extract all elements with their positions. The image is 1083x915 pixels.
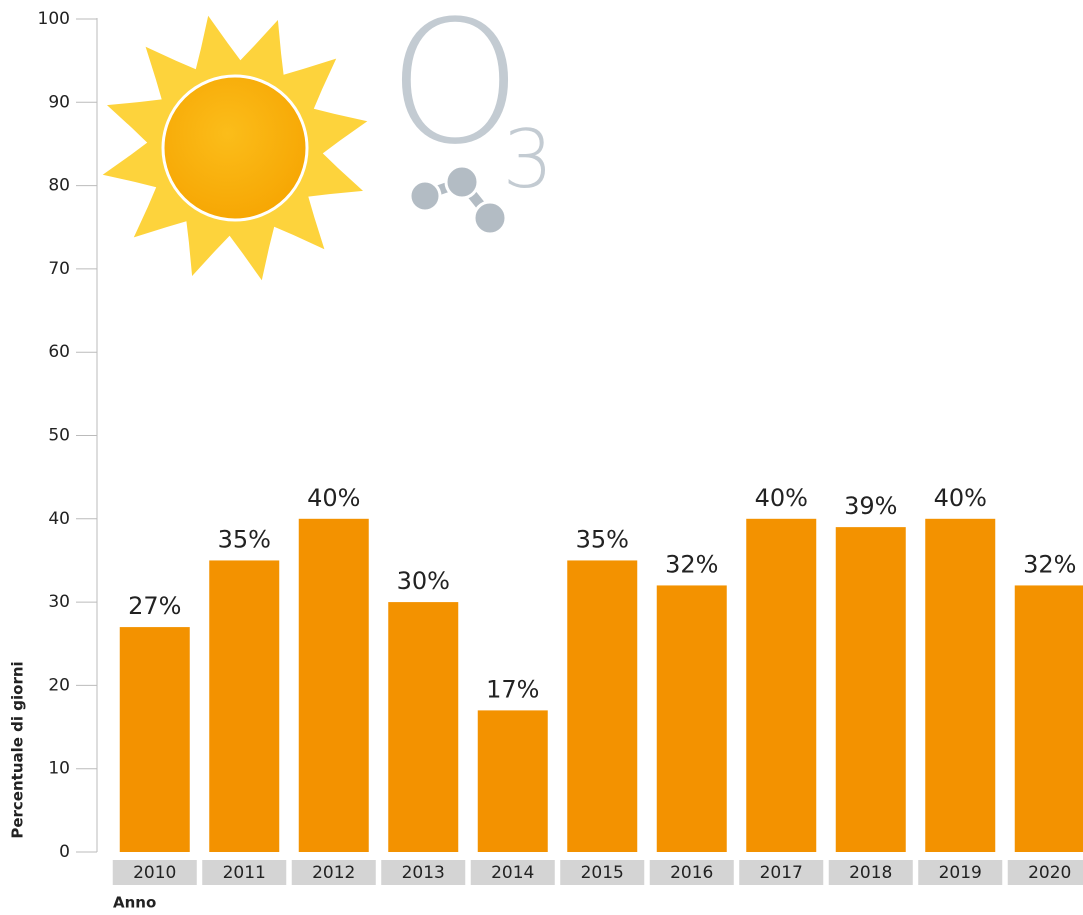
y-tick-label: 70 — [48, 259, 70, 279]
y-tick-label: 40 — [48, 509, 70, 529]
y-tick-label: 0 — [59, 842, 70, 862]
x-tick-label: 2011 — [223, 863, 266, 883]
bar — [925, 518, 996, 852]
y-tick-label: 100 — [38, 9, 70, 29]
x-tick-label: 2012 — [312, 863, 355, 883]
icon-subscript: 3 — [503, 113, 554, 206]
category-box — [381, 860, 466, 885]
x-tick-label: 2014 — [491, 863, 534, 883]
y-tick-label: 30 — [48, 592, 70, 612]
y-axis-label: Percentuale di giorni — [9, 661, 27, 838]
bar — [388, 602, 459, 852]
category-box — [739, 860, 824, 885]
value-label: 32% — [665, 550, 718, 578]
y-tick-label: 10 — [48, 759, 70, 779]
y-tick-label: 80 — [48, 176, 70, 196]
x-tick-label: 2010 — [133, 863, 176, 883]
category-box — [202, 860, 287, 885]
value-label: 40% — [755, 484, 808, 512]
value-label: 39% — [844, 492, 897, 520]
category-box — [828, 860, 913, 885]
value-label: 35% — [576, 525, 629, 553]
y-tick-label: 60 — [48, 342, 70, 362]
bar — [119, 627, 190, 852]
sun-icon — [102, 15, 368, 281]
x-tick-label: 2019 — [939, 863, 982, 883]
x-axis-label: Anno — [113, 894, 156, 912]
y-tick-label: 50 — [48, 426, 70, 446]
x-tick-label: 2018 — [849, 863, 892, 883]
category-box — [649, 860, 734, 885]
value-label: 17% — [486, 675, 539, 703]
y-tick-label: 20 — [48, 675, 70, 695]
bar — [567, 560, 638, 852]
molecule-icon — [408, 164, 508, 236]
bar — [835, 527, 906, 852]
category-box — [112, 860, 197, 885]
y-tick-label: 90 — [48, 92, 70, 112]
x-tick-label: 2016 — [670, 863, 713, 883]
bar — [477, 710, 548, 852]
category-box — [560, 860, 645, 885]
value-label: 32% — [1023, 550, 1076, 578]
value-label: 40% — [307, 484, 360, 512]
icon-text: O — [388, 0, 522, 183]
value-label: 30% — [397, 567, 450, 595]
bar — [656, 585, 727, 852]
bar — [298, 518, 369, 852]
value-label: 27% — [128, 592, 181, 620]
value-label: 35% — [218, 525, 271, 553]
x-tick-label: 2020 — [1028, 863, 1071, 883]
category-box — [918, 860, 1003, 885]
category-box — [291, 860, 376, 885]
x-tick-label: 2013 — [402, 863, 445, 883]
sun-disc — [161, 74, 309, 222]
bar — [746, 518, 817, 852]
category-box — [1007, 860, 1083, 885]
x-tick-label: 2017 — [760, 863, 803, 883]
category-box — [470, 860, 555, 885]
bar — [209, 560, 280, 852]
value-label: 40% — [934, 484, 987, 512]
x-tick-label: 2015 — [581, 863, 624, 883]
bar — [1014, 585, 1083, 852]
